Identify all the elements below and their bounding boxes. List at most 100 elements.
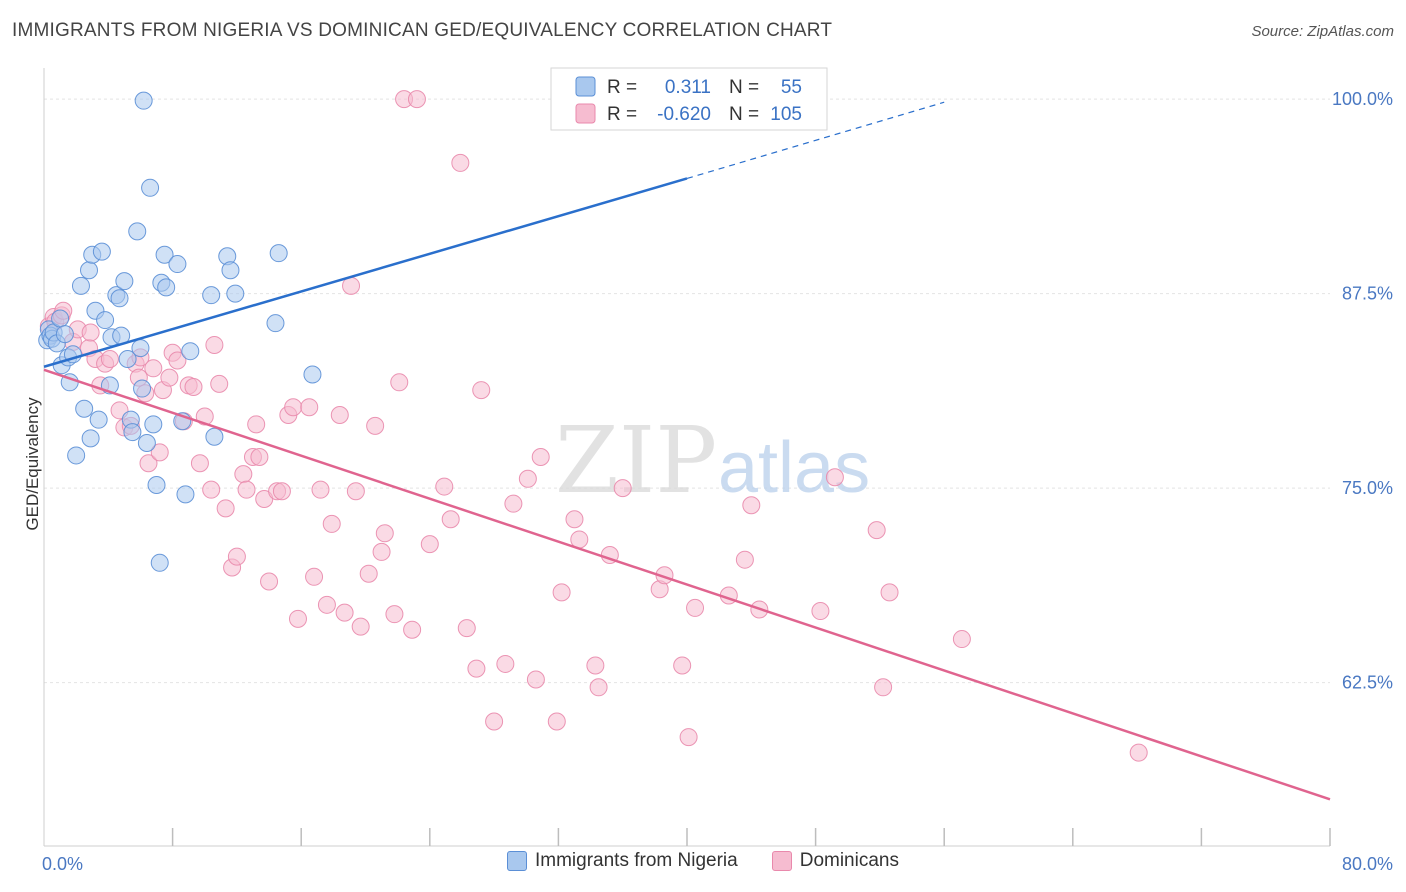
point-nigeria	[118, 349, 137, 368]
point-dominican	[359, 564, 378, 583]
point-nigeria	[123, 423, 142, 442]
legend-swatch-nigeria	[575, 76, 596, 97]
trendline-nigeria	[43, 177, 688, 368]
point-dominican	[586, 656, 605, 675]
point-dominican	[867, 521, 886, 540]
point-dominican	[686, 598, 705, 617]
point-dominican	[742, 496, 761, 515]
chart-title: IMMIGRANTS FROM NIGERIA VS DOMINICAN GED…	[12, 20, 833, 41]
point-dominican	[190, 454, 209, 473]
point-nigeria	[176, 485, 195, 504]
point-dominican	[451, 153, 470, 172]
point-dominican	[372, 542, 391, 561]
point-dominican	[472, 381, 491, 400]
legend-r-label-dominican: R =	[607, 104, 637, 125]
point-dominican	[335, 603, 354, 622]
point-dominican	[518, 469, 537, 488]
point-dominican	[952, 630, 971, 649]
point-dominican	[330, 405, 349, 424]
watermark-zip: ZIP	[555, 407, 717, 514]
point-dominican	[210, 374, 229, 393]
trendline-nigeria-extension	[686, 101, 945, 180]
point-dominican	[250, 448, 269, 466]
point-dominican	[168, 351, 187, 370]
point-dominican	[403, 620, 422, 639]
point-nigeria	[55, 325, 74, 344]
x-tick-label-min: 0.0%	[42, 854, 83, 874]
point-nigeria	[202, 286, 221, 305]
point-nigeria	[141, 178, 160, 197]
point-nigeria	[96, 311, 115, 330]
legend-label-nigeria: Immigrants from Nigeria	[535, 850, 738, 871]
legend-n-label-dominican: N =	[729, 104, 759, 125]
point-dominican	[288, 609, 307, 628]
point-dominican	[375, 524, 394, 543]
point-nigeria	[71, 276, 90, 295]
point-dominican	[390, 373, 409, 392]
point-nigeria	[115, 272, 134, 291]
point-dominican	[420, 535, 439, 554]
point-dominican	[260, 572, 279, 591]
legend-swatch-dominican	[575, 103, 596, 124]
axes: 62.5% 75.0% 87.5% 100.0% 0.0% 80.0%	[42, 68, 1393, 874]
point-dominican	[234, 465, 253, 484]
point-nigeria	[92, 242, 111, 261]
legend-n-label-nigeria: N =	[729, 77, 759, 98]
legend-swatch-nigeria-bottom	[507, 851, 527, 871]
point-nigeria	[147, 476, 166, 495]
point-dominican	[247, 415, 266, 434]
point-dominican	[385, 605, 404, 624]
legend-r-value-dominican: -0.620	[657, 104, 711, 125]
point-nigeria	[266, 314, 285, 333]
point-dominican	[216, 499, 235, 518]
point-dominican	[504, 494, 523, 513]
point-nigeria	[137, 433, 156, 452]
point-nigeria	[150, 553, 169, 572]
point-dominican	[811, 602, 830, 621]
point-dominican	[202, 480, 221, 499]
legend-label-dominican: Dominicans	[799, 850, 899, 871]
point-dominican	[227, 547, 246, 566]
point-dominican	[311, 480, 330, 499]
point-dominican	[407, 90, 426, 109]
legend-item-dominican: Dominicans	[771, 850, 899, 872]
point-nigeria	[155, 245, 174, 264]
point-dominican	[205, 335, 224, 354]
point-nigeria	[134, 91, 153, 110]
point-dominican	[457, 619, 476, 638]
point-dominican	[366, 416, 385, 435]
point-dominican	[589, 678, 608, 697]
point-dominican	[679, 728, 698, 747]
chart-source: Source: ZipAtlas.com	[1251, 23, 1394, 40]
point-dominican	[441, 510, 460, 529]
legend-n-value-dominican: 105	[770, 104, 802, 125]
point-nigeria	[80, 261, 99, 280]
y-axis-title: GED/Equivalency	[23, 397, 42, 531]
point-nigeria	[205, 427, 224, 446]
trendline-dominican	[43, 368, 1331, 801]
point-nigeria	[168, 255, 187, 274]
point-dominican	[531, 448, 550, 466]
y-tick-label: 62.5%	[1342, 673, 1393, 693]
point-nigeria	[89, 410, 108, 429]
y-tick-label: 100.0%	[1332, 89, 1393, 109]
point-dominican	[150, 443, 169, 462]
point-dominican	[496, 654, 515, 673]
point-dominican	[874, 678, 893, 697]
data-points	[38, 90, 1148, 762]
legend-n-value-nigeria: 55	[781, 77, 802, 98]
point-nigeria	[181, 342, 200, 361]
point-dominican	[825, 468, 844, 487]
point-dominican	[305, 567, 324, 586]
point-dominican	[317, 595, 336, 614]
stats-legend: R = 0.311 N = 55 R = -0.620 N = 105	[550, 67, 828, 131]
point-nigeria	[226, 284, 245, 303]
point-dominican	[735, 550, 754, 569]
y-tick-label: 87.5%	[1342, 284, 1393, 304]
point-dominican	[139, 454, 158, 473]
point-dominican	[673, 656, 692, 675]
series-legend: Immigrants from Nigeria Dominicans	[0, 850, 1406, 872]
point-nigeria	[131, 339, 150, 358]
point-dominican	[435, 477, 454, 496]
x-tick-label-max: 80.0%	[1342, 854, 1393, 874]
